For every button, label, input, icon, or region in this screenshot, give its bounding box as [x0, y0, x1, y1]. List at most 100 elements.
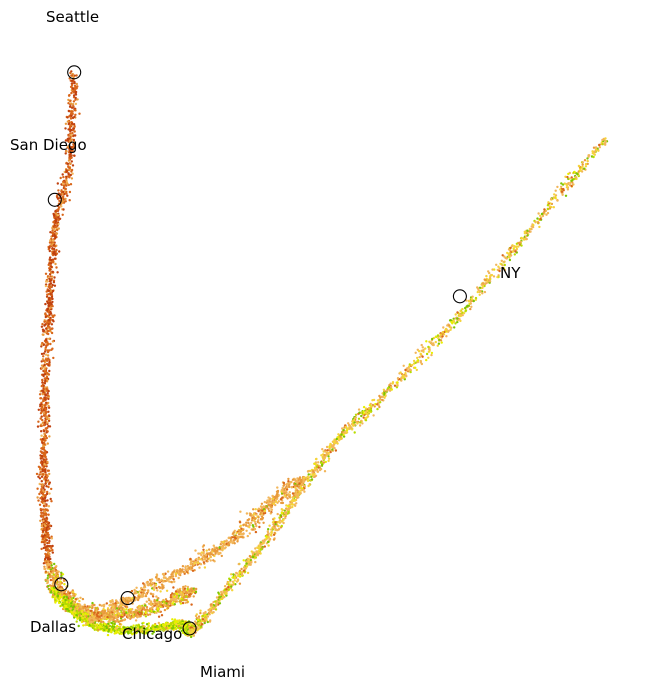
data-point: [45, 545, 49, 548]
data-point: [186, 587, 189, 591]
data-point: [40, 415, 43, 418]
data-point: [41, 393, 45, 396]
data-point: [42, 424, 46, 427]
data-point: [56, 594, 59, 597]
data-point: [44, 570, 48, 573]
data-point: [447, 329, 450, 333]
data-point: [569, 181, 572, 184]
data-point: [129, 610, 132, 614]
data-point: [149, 603, 152, 606]
data-point: [566, 188, 570, 191]
data-point: [69, 102, 73, 105]
data-point: [46, 520, 49, 524]
data-point: [45, 492, 49, 496]
data-point: [173, 595, 176, 598]
data-point: [44, 312, 47, 315]
data-point: [44, 358, 47, 361]
data-point: [170, 598, 173, 601]
data-point: [114, 620, 117, 623]
data-point: [328, 444, 332, 447]
data-point: [515, 242, 519, 245]
data-point: [45, 429, 48, 432]
data-point: [45, 549, 49, 552]
data-point: [46, 392, 49, 395]
data-point: [488, 276, 492, 280]
data-point: [69, 162, 72, 165]
data-point: [44, 393, 47, 397]
data-point: [51, 582, 55, 585]
data-point: [370, 405, 373, 408]
data-point: [70, 160, 74, 163]
data-point: [71, 87, 75, 90]
data-point: [39, 450, 43, 453]
data-point: [45, 431, 48, 434]
data-point: [180, 593, 183, 596]
data-point: [485, 274, 488, 278]
data-point: [518, 241, 521, 244]
data-point: [421, 346, 424, 349]
data-point: [48, 358, 51, 362]
data-point: [110, 615, 114, 618]
data-point: [101, 617, 104, 620]
data-point: [47, 298, 51, 301]
data-point: [459, 309, 462, 313]
data-point: [49, 262, 53, 265]
data-point: [206, 615, 210, 618]
data-point: [570, 176, 573, 179]
data-point: [412, 359, 416, 363]
data-point: [74, 102, 78, 106]
data-point: [66, 593, 69, 597]
data-point: [167, 602, 170, 605]
data-point: [436, 344, 439, 347]
data-point: [46, 490, 49, 494]
data-point: [38, 482, 41, 486]
data-point: [454, 322, 457, 325]
data-point: [42, 546, 45, 550]
data-point: [454, 313, 457, 316]
data-point: [565, 184, 569, 187]
data-point: [44, 455, 47, 458]
data-point: [104, 623, 107, 626]
data-point: [227, 581, 230, 584]
data-point: [220, 593, 223, 596]
data-point: [576, 173, 579, 176]
data-point: [195, 587, 198, 591]
data-point: [245, 562, 248, 565]
data-point: [340, 433, 343, 436]
data-point: [41, 421, 45, 424]
data-point: [50, 546, 53, 550]
data-point: [381, 398, 384, 402]
data-point: [55, 225, 58, 228]
data-point: [64, 152, 67, 155]
data-point: [105, 612, 108, 615]
data-point: [583, 167, 586, 170]
data-point: [321, 448, 324, 451]
data-point: [53, 226, 56, 229]
data-point: [49, 256, 52, 259]
data-point: [72, 610, 76, 613]
data-point: [547, 201, 550, 204]
data-point: [201, 618, 205, 621]
data-point: [115, 607, 119, 610]
data-point: [601, 138, 604, 142]
data-point: [313, 467, 317, 470]
data-point: [74, 87, 77, 91]
data-point: [45, 401, 48, 404]
data-point: [343, 431, 346, 434]
data-point: [48, 492, 51, 495]
data-point: [60, 190, 63, 193]
data-point: [55, 565, 58, 568]
data-point: [125, 608, 128, 611]
data-point: [390, 388, 393, 391]
data-point: [46, 560, 50, 563]
data-point: [169, 600, 172, 603]
data-point: [67, 609, 71, 612]
data-point: [48, 481, 51, 484]
data-point: [70, 122, 74, 126]
data-point: [43, 432, 46, 435]
data-point: [280, 511, 284, 515]
data-point: [48, 246, 51, 249]
data-point: [46, 426, 49, 430]
data-point: [323, 450, 327, 453]
data-point: [50, 265, 53, 268]
